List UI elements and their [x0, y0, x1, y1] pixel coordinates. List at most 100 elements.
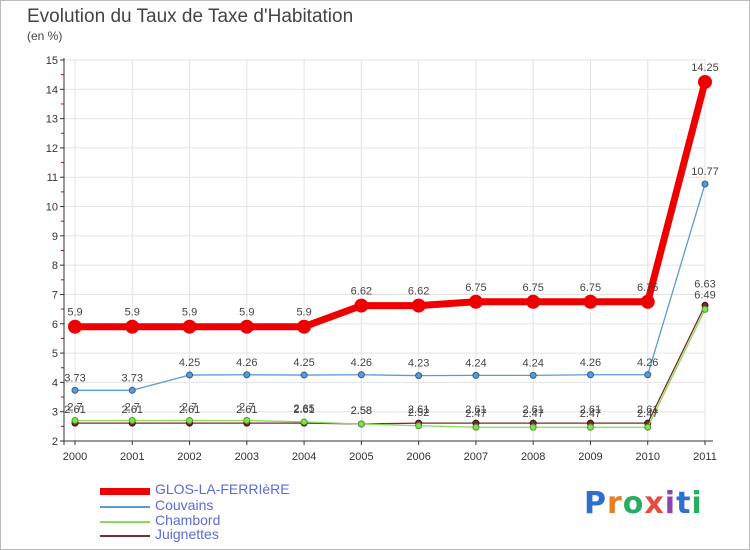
chart-title: Evolution du Taux de Taxe d'Habitation — [27, 6, 354, 27]
data-label-couvains: 4.23 — [408, 358, 429, 370]
data-label-juignettes: 2.61 — [465, 404, 486, 416]
y-tick-label: 11 — [47, 172, 58, 184]
chart-subtitle: (en %) — [27, 29, 63, 43]
x-tick-label: 2008 — [521, 451, 545, 463]
data-label-chambord: 2.47 — [465, 408, 486, 420]
point-glos — [182, 319, 197, 334]
data-label-couvains: 10.77 — [691, 166, 719, 178]
logo-letter: i — [691, 486, 703, 521]
x-tick-label: 2009 — [578, 451, 602, 463]
point-glos — [468, 294, 483, 309]
data-label-couvains: 4.24 — [522, 357, 543, 369]
legend-item-juignettes: Juignettes — [100, 526, 360, 543]
data-label-glos: 5.9 — [239, 307, 254, 319]
point-couvains — [529, 371, 537, 379]
data-label-couvains: 3.73 — [64, 372, 85, 384]
data-label-juignettes: 2.61 — [522, 404, 543, 416]
x-tick-label: 2011 — [693, 451, 717, 463]
point-chambord — [300, 418, 308, 426]
y-tick-label: 13 — [46, 114, 58, 126]
data-label-juignettes: 2.58 — [351, 405, 372, 417]
legend-item-couvains: Couvains — [100, 497, 360, 514]
data-label-chambord: 2.7 — [182, 401, 197, 413]
point-chambord — [644, 423, 652, 431]
y-tick-label: 5 — [52, 348, 58, 360]
data-label-chambord: 2.47 — [637, 408, 658, 420]
point-chambord — [529, 423, 537, 431]
data-label-glos: 6.75 — [580, 282, 601, 294]
series-line-juignettes — [74, 304, 706, 425]
data-label-juignettes: 2.61 — [64, 404, 85, 416]
x-tick-label: 2000 — [63, 451, 87, 463]
data-label-chambord: 2.65 — [293, 403, 314, 415]
point-glos — [297, 319, 312, 334]
data-label-chambord: 2.58 — [351, 405, 372, 417]
point-glos — [583, 294, 598, 309]
data-label-glos: 6.75 — [522, 282, 543, 294]
x-tick-label: 2004 — [292, 451, 316, 463]
x-tick-label: 2001 — [120, 451, 144, 463]
data-label-juignettes: 2.61 — [179, 404, 200, 416]
data-label-couvains: 4.26 — [236, 357, 257, 369]
data-label-couvains: 3.73 — [122, 372, 143, 384]
data-label-chambord: 2.52 — [408, 407, 429, 419]
data-label-couvains: 4.25 — [293, 357, 314, 369]
point-glos — [125, 319, 140, 334]
data-label-juignettes: 2.61 — [408, 404, 429, 416]
data-label-juignettes: 6.63 — [694, 278, 715, 290]
point-couvains — [128, 386, 136, 394]
point-couvains — [586, 371, 594, 379]
y-tick-label: 7 — [52, 289, 58, 301]
data-label-chambord: 2.7 — [239, 401, 254, 413]
data-label-couvains: 4.26 — [637, 357, 658, 369]
x-tick-label: 2007 — [464, 451, 488, 463]
legend-swatch-couvains — [100, 506, 150, 508]
point-chambord — [472, 423, 480, 431]
point-chambord — [586, 423, 594, 431]
data-label-chambord: 2.47 — [522, 408, 543, 420]
x-tick-label: 2002 — [177, 451, 201, 463]
point-chambord — [128, 416, 136, 424]
data-label-couvains: 4.25 — [179, 357, 200, 369]
point-couvains — [415, 372, 423, 380]
y-tick-label: 15 — [46, 55, 58, 67]
legend-label-chambord: Chambord — [155, 512, 221, 528]
legend-label-couvains: Couvains — [155, 497, 214, 513]
point-glos — [68, 319, 82, 334]
data-label-chambord: 6.49 — [694, 289, 715, 301]
logo-letter: o — [622, 486, 645, 521]
data-label-juignettes: 2.61 — [580, 404, 601, 416]
series-line-chambord — [74, 308, 706, 428]
data-label-couvains: 4.26 — [351, 357, 372, 369]
point-couvains — [71, 386, 79, 394]
y-tick-label: 9 — [52, 231, 58, 243]
point-glos — [640, 294, 655, 309]
x-tick-label: 2006 — [406, 451, 430, 463]
data-label-glos: 6.75 — [637, 282, 658, 294]
point-glos — [354, 298, 369, 313]
point-couvains — [644, 371, 652, 379]
point-couvains — [357, 371, 365, 379]
series-line-glos — [71, 78, 709, 331]
data-label-couvains: 4.26 — [580, 357, 601, 369]
point-couvains — [186, 371, 194, 379]
point-glos — [526, 294, 541, 309]
data-label-glos: 5.9 — [67, 307, 82, 319]
data-label-chambord: 2.47 — [580, 408, 601, 420]
y-tick-label: 12 — [46, 143, 58, 155]
legend-swatch-glos — [100, 488, 150, 495]
y-tick-label: 2 — [52, 436, 58, 448]
logo-letter: r — [607, 486, 623, 521]
data-label-glos: 5.9 — [125, 307, 140, 319]
data-label-juignettes: 2.61 — [293, 404, 314, 416]
point-chambord — [71, 416, 79, 424]
data-label-glos: 6.75 — [465, 282, 486, 294]
x-tick-label: 2003 — [235, 451, 259, 463]
point-chambord — [357, 420, 365, 428]
point-chambord — [186, 416, 194, 424]
data-label-glos: 5.9 — [182, 307, 197, 319]
point-chambord — [243, 416, 251, 424]
data-label-chambord: 2.7 — [67, 401, 82, 413]
point-couvains — [300, 371, 308, 379]
